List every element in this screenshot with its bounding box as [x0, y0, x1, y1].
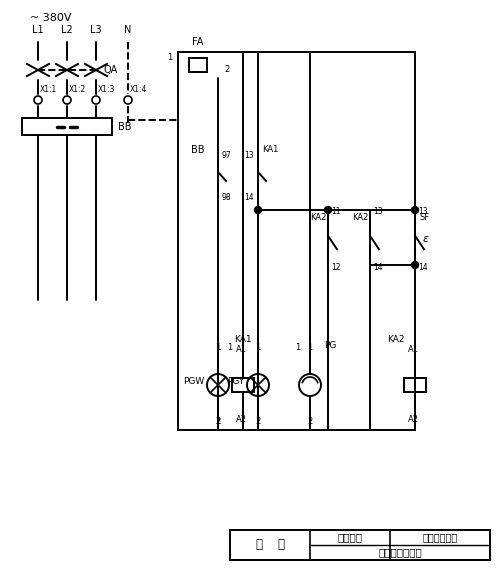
- Text: 12: 12: [331, 262, 340, 272]
- Text: 14: 14: [418, 262, 428, 272]
- Text: 1: 1: [296, 343, 300, 352]
- Text: BB: BB: [191, 145, 205, 155]
- Text: ~ 380V: ~ 380V: [30, 13, 72, 23]
- Text: 13: 13: [244, 152, 254, 161]
- Text: BB: BB: [118, 122, 132, 132]
- Text: PGY: PGY: [227, 377, 244, 386]
- Text: A1: A1: [408, 346, 418, 355]
- Text: 2: 2: [216, 417, 220, 426]
- Text: ε: ε: [423, 234, 429, 244]
- Text: 声响报警解除: 声响报警解除: [422, 533, 458, 543]
- Text: 13: 13: [418, 208, 428, 216]
- Text: 报警信号: 报警信号: [338, 533, 362, 543]
- Text: QA: QA: [104, 65, 118, 75]
- Text: A1: A1: [236, 346, 246, 355]
- Text: 2: 2: [308, 417, 312, 426]
- Text: 11: 11: [331, 208, 340, 216]
- Circle shape: [412, 262, 418, 269]
- Text: N: N: [124, 25, 132, 35]
- Bar: [232, 378, 254, 392]
- Text: 2: 2: [224, 65, 229, 75]
- Text: 过负荷声光报警: 过负荷声光报警: [378, 547, 422, 557]
- Bar: [404, 378, 426, 392]
- Text: KA2: KA2: [387, 336, 404, 345]
- Text: KA2: KA2: [352, 213, 368, 222]
- Text: KA1: KA1: [234, 336, 252, 345]
- Text: X1:2: X1:2: [69, 85, 86, 95]
- Text: 1: 1: [308, 343, 312, 352]
- Text: SF: SF: [419, 213, 429, 222]
- Bar: [22, 118, 112, 135]
- Text: FA: FA: [192, 37, 203, 47]
- Text: 14: 14: [373, 262, 382, 272]
- Text: 98: 98: [222, 192, 232, 202]
- Text: A2: A2: [408, 416, 418, 425]
- Bar: [230, 530, 490, 560]
- Text: 97: 97: [222, 152, 232, 161]
- Text: A2: A2: [236, 416, 246, 425]
- Text: 1: 1: [256, 343, 260, 352]
- Text: L1: L1: [32, 25, 44, 35]
- Text: KA1: KA1: [262, 145, 278, 155]
- Text: X1:3: X1:3: [98, 85, 116, 95]
- Text: 电    源: 电 源: [256, 539, 284, 552]
- Text: PGW: PGW: [183, 377, 204, 386]
- Text: 1: 1: [167, 52, 172, 62]
- Text: 2: 2: [256, 417, 260, 426]
- Text: 1: 1: [228, 343, 232, 352]
- Circle shape: [324, 206, 332, 213]
- Text: L2: L2: [61, 25, 73, 35]
- Text: PG: PG: [324, 342, 336, 350]
- Text: 13: 13: [373, 208, 382, 216]
- Text: 1: 1: [216, 343, 220, 352]
- Text: KA2: KA2: [310, 213, 326, 222]
- Text: 2: 2: [216, 417, 220, 426]
- Text: 1: 1: [216, 343, 220, 352]
- Circle shape: [254, 206, 262, 213]
- Text: X1:4: X1:4: [130, 85, 148, 95]
- Text: X1:1: X1:1: [40, 85, 57, 95]
- Circle shape: [412, 206, 418, 213]
- Text: L3: L3: [90, 25, 102, 35]
- Bar: [189, 58, 207, 72]
- Text: 14: 14: [244, 192, 254, 202]
